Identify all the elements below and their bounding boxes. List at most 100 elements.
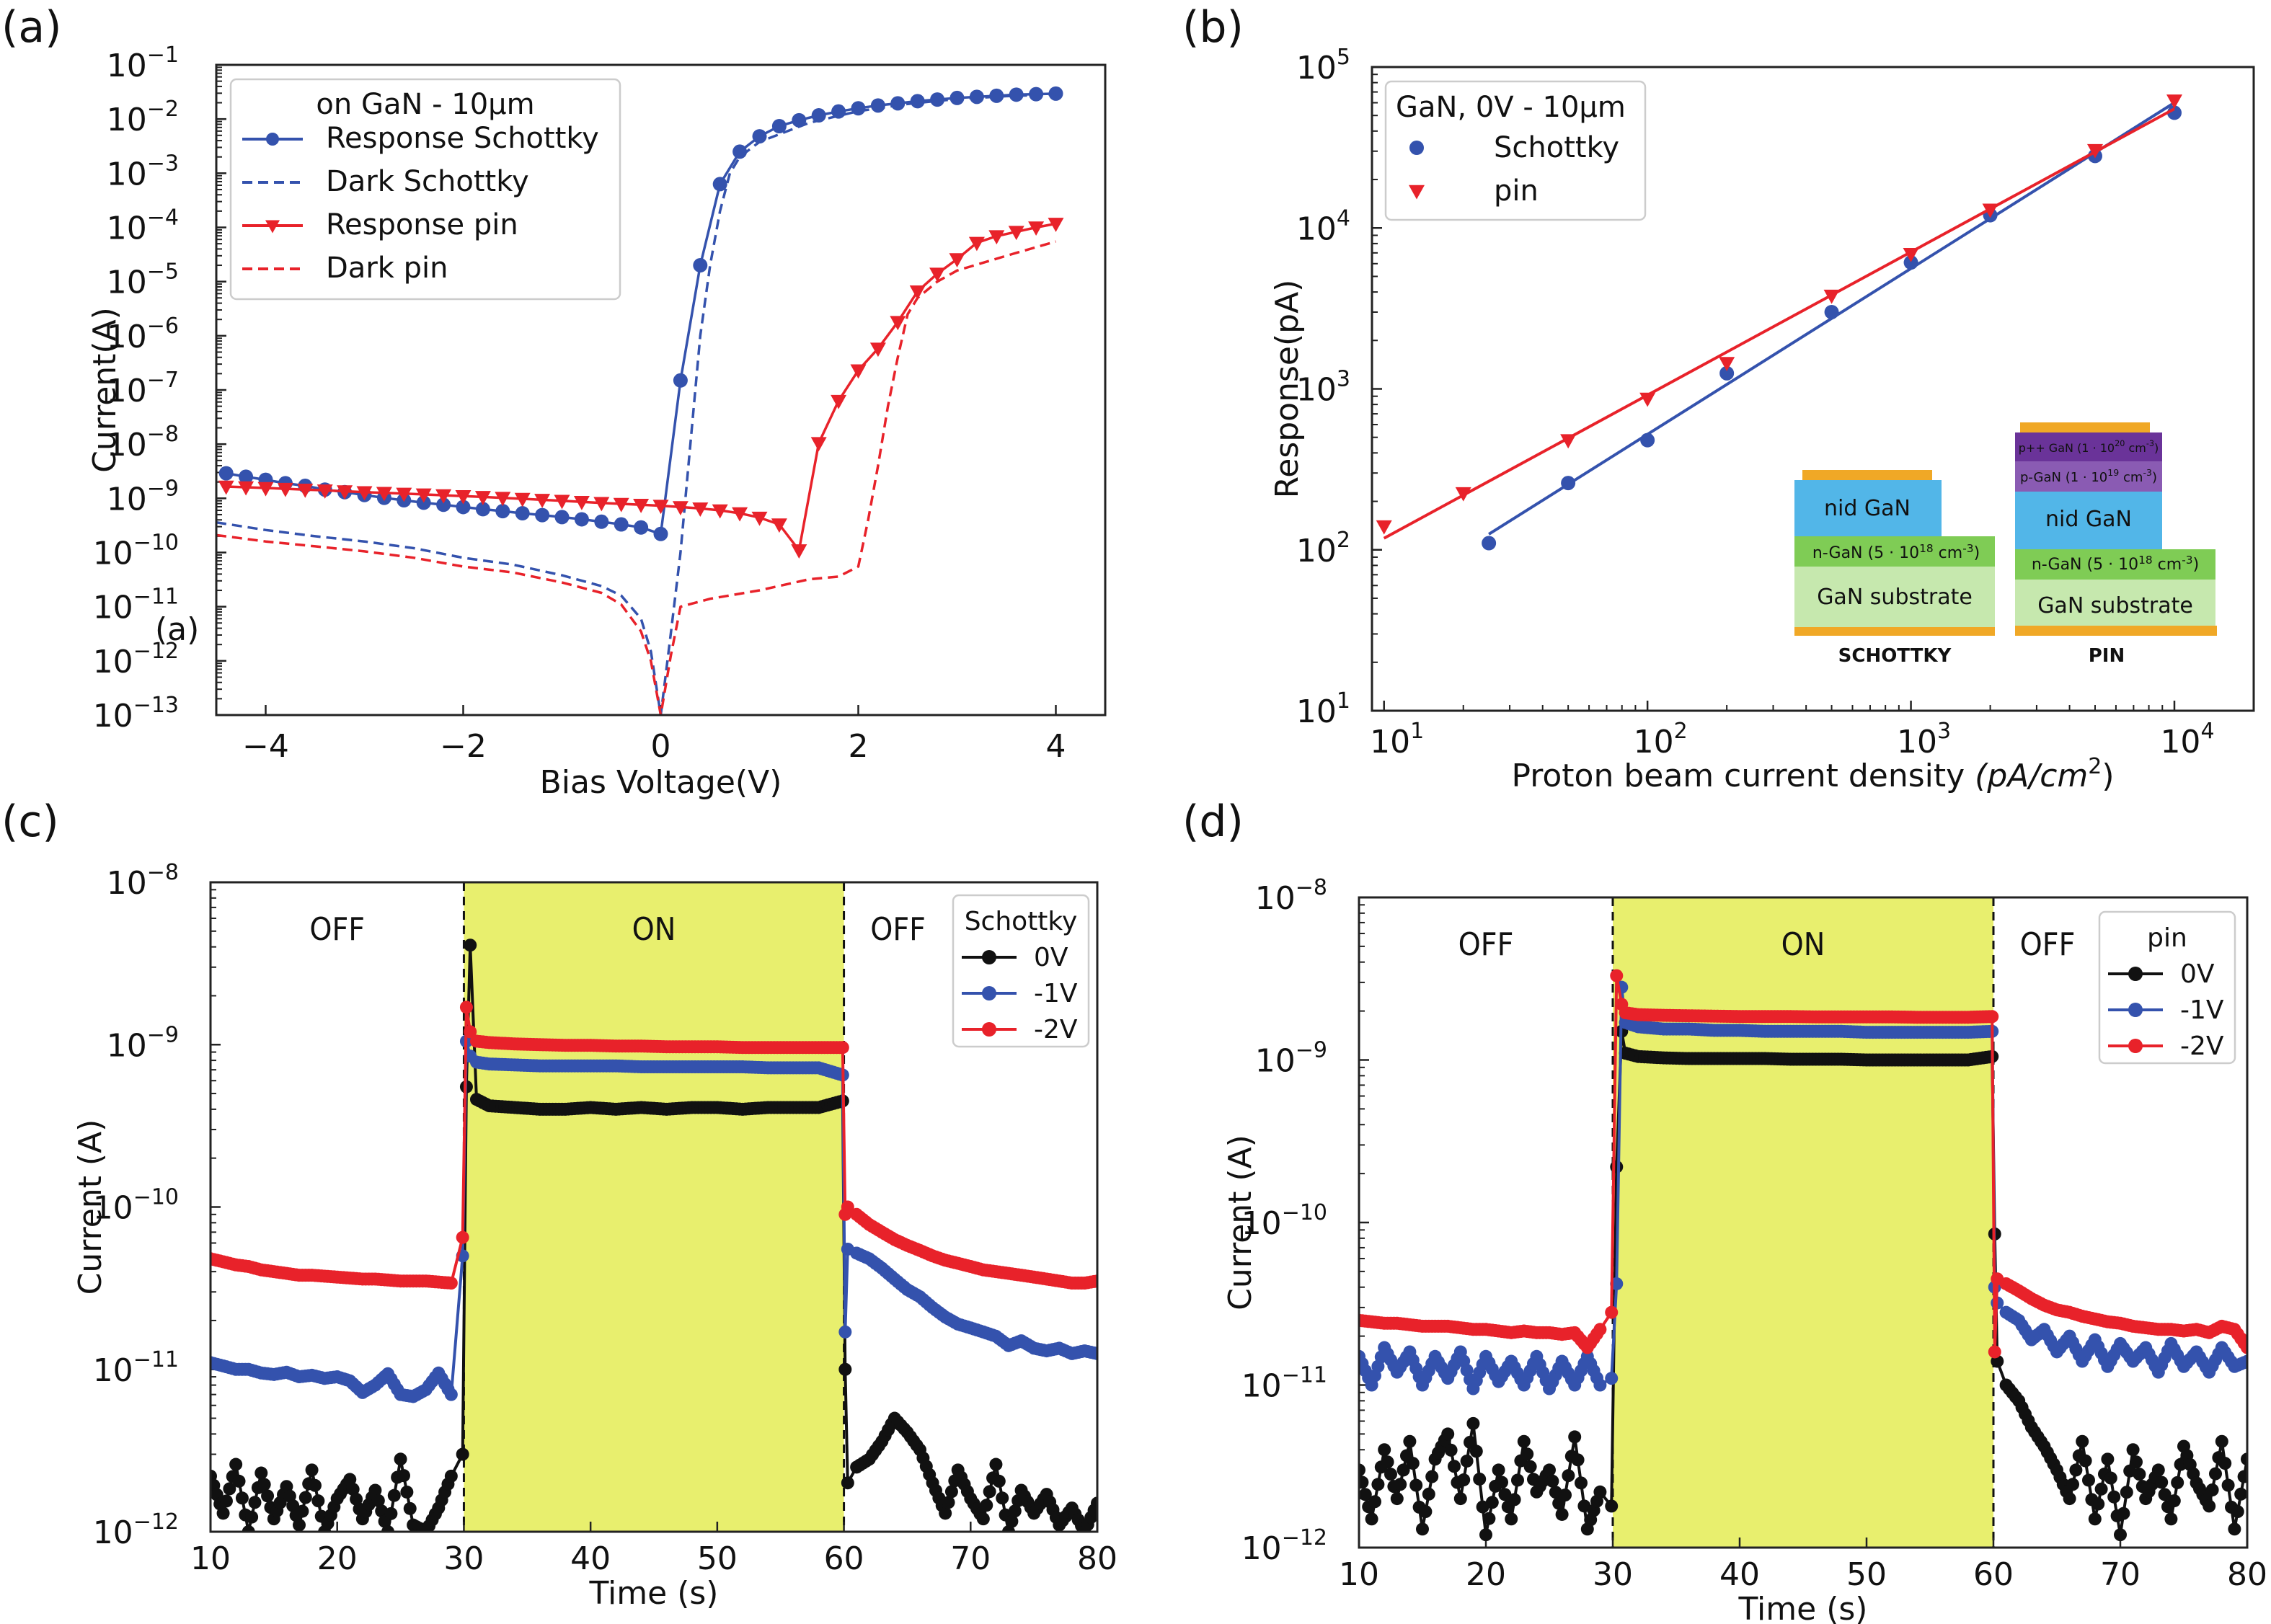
data-point <box>693 258 708 273</box>
data-point <box>311 1494 325 1508</box>
data-point <box>400 1485 414 1499</box>
pin-structure: p++ GaN (1 · 1020 cm-3) p-GaN (1 · 1019 c… <box>2015 422 2217 667</box>
data-point <box>2086 143 2103 159</box>
legend-box <box>229 78 621 301</box>
plot-frame <box>1358 896 2249 1549</box>
fit-line <box>1383 107 2175 540</box>
data-point <box>1466 1416 1480 1430</box>
data-point <box>387 1488 401 1502</box>
data-point <box>1988 1345 2001 1359</box>
data-point <box>232 1474 246 1488</box>
x-tick-label: 40 <box>570 1540 611 1577</box>
series-line <box>216 93 1056 715</box>
x-tick-label: 50 <box>697 1540 738 1577</box>
y-tick-label: 10−11 <box>93 1347 179 1389</box>
x-tick-label: 20 <box>317 1540 358 1577</box>
legend-marker <box>982 986 996 1000</box>
y-axis-title: Current (A) <box>72 1119 109 1295</box>
y-tick-label: 10−12 <box>93 639 179 680</box>
region-label: ON <box>632 911 676 948</box>
data-point <box>1444 1443 1458 1457</box>
layer-label: GaN substrate <box>2037 593 2193 618</box>
data-point <box>297 483 314 498</box>
legend-marker <box>982 950 996 964</box>
data-point <box>890 96 906 111</box>
y-tick-label: 10−10 <box>1241 1200 1327 1242</box>
x-tick-label: 103 <box>1897 719 1951 760</box>
data-point <box>397 1469 410 1483</box>
data-point <box>1422 1487 1435 1501</box>
schottky-caption: SCHOTTKY <box>1838 645 1952 667</box>
y-axis-title: Current (A) <box>1222 1135 1259 1310</box>
data-point <box>2164 1512 2178 1526</box>
data-point <box>752 129 767 144</box>
data-point <box>261 1489 275 1503</box>
y-tick-label: 10−5 <box>107 259 179 301</box>
data-point <box>216 1507 230 1520</box>
data-point <box>2241 1452 2247 1466</box>
y-tick-label: 10−9 <box>107 476 179 518</box>
layer-label: GaN substrate <box>1817 585 1973 610</box>
data-point <box>988 230 1005 245</box>
y-tick-label: 10−12 <box>93 1509 179 1551</box>
series-response-pin <box>218 218 1064 559</box>
layer-p-gan <box>2015 461 2162 492</box>
data-point <box>732 507 748 522</box>
data-point <box>870 98 885 113</box>
data-point <box>2166 94 2182 109</box>
y-axis-title: Current(A) <box>87 307 123 473</box>
legend-entry: Schottky <box>1494 131 1619 164</box>
data-point <box>673 373 688 388</box>
legend-box <box>952 894 1090 1048</box>
x-tick-label: 30 <box>443 1540 484 1577</box>
data-point <box>1482 536 1497 551</box>
y-tick-label: 10−1 <box>107 43 179 84</box>
data-point <box>257 1478 271 1491</box>
series-dark-pin <box>216 240 1056 715</box>
data-point <box>929 267 946 283</box>
data-point <box>1605 1305 1619 1319</box>
data-point <box>238 481 254 496</box>
data-point <box>376 487 392 502</box>
data-point <box>850 364 867 379</box>
data-point <box>652 500 669 515</box>
y-tick-label: 10−9 <box>107 1022 179 1064</box>
data-point <box>2203 1499 2216 1513</box>
data-point <box>554 510 570 525</box>
x-tick-label: 80 <box>1077 1540 1117 1577</box>
x-tick-label: 2 <box>849 728 869 765</box>
data-point <box>869 342 886 358</box>
data-point <box>1390 1492 1404 1506</box>
data-point <box>257 482 274 497</box>
data-point <box>296 1504 309 1518</box>
data-point <box>836 1041 849 1055</box>
data-point <box>371 1494 385 1507</box>
data-point <box>515 506 530 521</box>
data-point <box>1610 969 1624 982</box>
data-point <box>298 1491 312 1504</box>
legend-marker <box>266 133 279 146</box>
data-point <box>219 1494 233 1508</box>
data-point <box>1453 1492 1467 1506</box>
top-contact <box>2020 422 2150 432</box>
data-point <box>1523 1460 1537 1473</box>
data-point <box>1396 1463 1410 1477</box>
data-point <box>992 1474 1006 1488</box>
device-structure-inset: nid GaN n-GaN (5 · 1018 cm-3) GaN substrat… <box>1794 422 2217 667</box>
bottom-contact <box>1794 627 1995 636</box>
chart-b-response-vs-beam-current: 101 102 103 104 105 101 102 103 104 Proton beam c… <box>1269 45 2255 794</box>
data-point <box>474 491 491 505</box>
data-point <box>2166 105 2182 120</box>
data-point <box>514 492 531 507</box>
data-point <box>1403 1434 1417 1448</box>
data-point <box>2120 1486 2133 1499</box>
y-tick-label: 10−3 <box>107 151 179 192</box>
data-point <box>1425 1470 1439 1483</box>
legend-b: GaN, 0V - 10µm Schottky pin <box>1384 80 1647 221</box>
data-point <box>1575 1476 1588 1490</box>
layer-label: n-GaN (5 · 1018 cm-3) <box>1812 542 1980 562</box>
data-point <box>495 492 511 507</box>
data-point <box>1091 1274 1097 1288</box>
data-point <box>593 497 610 512</box>
legend-entry: -2V <box>1034 1015 1078 1044</box>
